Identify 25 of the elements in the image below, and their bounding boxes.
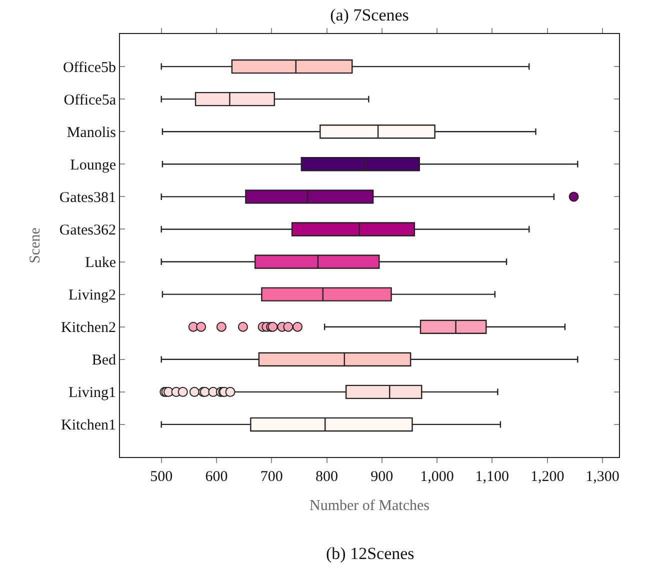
y-tick-label: Living1	[68, 385, 116, 402]
y-tick-label: Kitchen2	[61, 320, 116, 336]
y-tick-label: Manolis	[66, 124, 116, 141]
y-tick-label: Office5a	[64, 92, 116, 108]
x-axis-title: Number of Matches	[310, 498, 430, 514]
y-tick-label: Bed	[92, 352, 116, 369]
x-tick-label: 500	[150, 469, 173, 485]
y-tick-label: Gates362	[59, 222, 116, 238]
chart-title: (a) 7Scenes	[330, 5, 409, 24]
text: (b) 12Scenes	[326, 544, 414, 563]
y-tick-label: Office5b	[62, 60, 116, 76]
x-tick-label: 1,100	[475, 469, 510, 485]
x-tick-label: 600	[205, 469, 228, 485]
y-tick-label: Kitchen1	[61, 418, 116, 434]
x-tick-label: 800	[316, 469, 338, 485]
x-tick-label: 1,000	[420, 469, 454, 485]
x-tick-label: 1,300	[586, 469, 620, 485]
y-tick-label: Lounge	[70, 157, 116, 174]
x-tick-label: 900	[370, 469, 394, 485]
y-tick-label: Living2	[68, 288, 116, 304]
x-tick-label: 1,200	[530, 469, 564, 485]
y-tick-label: Gates381	[59, 190, 116, 206]
y-axis-title: Scene	[28, 227, 44, 264]
x-tick-label: 700	[260, 469, 283, 485]
y-tick-label: Luke	[85, 255, 116, 272]
